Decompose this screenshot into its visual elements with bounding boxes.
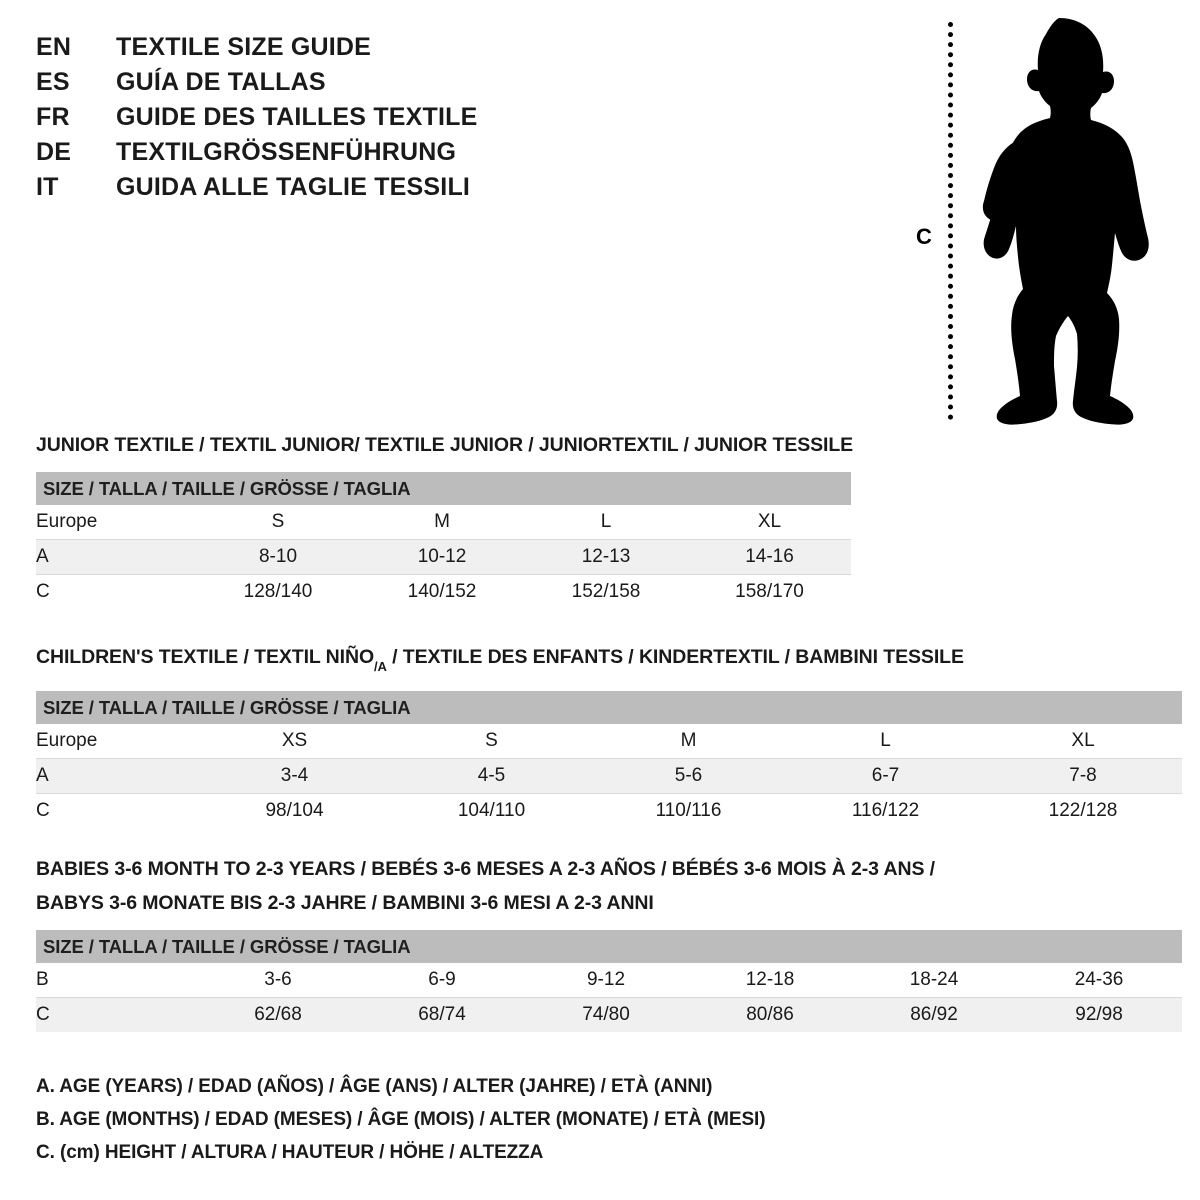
row-label: B [36,963,196,998]
table-band-label: SIZE / TALLA / TAILLE / GRÖSSE / TAGLIA [36,472,852,505]
table-cell: 128/140 [196,574,360,609]
table-cell: 158/170 [688,574,852,609]
table-cell: 80/86 [688,997,852,1032]
table-cell: 10-12 [360,539,524,575]
babies-size-table: SIZE / TALLA / TAILLE / GRÖSSE / TAGLIA … [36,930,1183,1032]
language-row: ES GUÍA DE TALLAS [36,65,596,100]
section-title-line-1: BABIES 3-6 MONTH TO 2-3 YEARS / BEBÉS 3-… [36,858,935,880]
row-label: Europe [36,505,196,540]
legend-block: A. AGE (YEARS) / EDAD (AÑOS) / ÂGE (ANS)… [36,1070,766,1169]
language-row: EN TEXTILE SIZE GUIDE [36,30,596,65]
language-code: EN [36,33,72,61]
table-band-label: SIZE / TALLA / TAILLE / GRÖSSE / TAGLIA [36,930,1183,963]
table-cell: 62/68 [196,997,360,1032]
childrens-size-table: SIZE / TALLA / TAILLE / GRÖSSE / TAGLIA … [36,690,1183,828]
row-label: C [36,792,196,828]
table-band-row: SIZE / TALLA / TAILLE / GRÖSSE / TAGLIA [36,690,1183,724]
language-row: IT GUIDA ALLE TAGLIE TESSILI [36,170,596,205]
section-title-pre: CHILDREN'S TEXTILE / TEXTIL NIÑO [36,646,375,668]
language-title: GUIDE DES TAILLES TEXTILE [116,103,478,131]
table-cell: 4-5 [393,757,590,794]
row-label: C [36,574,196,609]
table-cell: XL [984,723,1183,759]
table-cell: 152/158 [524,574,688,609]
table-cell: S [393,723,590,759]
table-cell: XS [196,723,393,759]
table-cell: 140/152 [360,574,524,609]
table-row: C 62/68 68/74 74/80 80/86 86/92 92/98 [36,997,1183,1032]
height-measurement-figure: C [900,8,1160,433]
table-cell: 14-16 [688,539,852,575]
row-label: A [36,757,196,794]
table-cell: L [524,505,688,540]
table-cell: 8-10 [196,539,360,575]
section-title-post: / TEXTILE DES ENFANTS / KINDERTEXTIL / B… [386,646,964,668]
table-cell: 98/104 [196,792,393,828]
height-measure-label: C [916,224,932,249]
table-cell: 104/110 [393,792,590,828]
table-cell: 116/122 [787,792,984,828]
section-junior-textile: JUNIOR TEXTILE / TEXTIL JUNIOR/ TEXTILE … [36,432,853,609]
row-label: Europe [36,723,196,759]
language-row: DE TEXTILGRÖSSENFÜHRUNG [36,135,596,170]
table-row: A 8-10 10-12 12-13 14-16 [36,539,852,575]
table-cell: 86/92 [852,997,1016,1032]
table-cell: 68/74 [360,997,524,1032]
table-cell: 92/98 [1016,997,1183,1032]
table-cell: 12-13 [524,539,688,575]
table-cell: 12-18 [688,963,852,998]
section-childrens-textile: CHILDREN'S TEXTILE / TEXTIL NIÑO/A / TEX… [36,644,1183,828]
table-row: C 128/140 140/152 152/158 158/170 [36,574,852,609]
language-title: GUIDA ALLE TAGLIE TESSILI [116,173,471,201]
legend-line-a: A. AGE (YEARS) / EDAD (AÑOS) / ÂGE (ANS)… [36,1076,713,1097]
section-title-line-2: BABYS 3-6 MONATE BIS 2-3 JAHRE / BAMBINI… [36,892,654,914]
table-row: Europe S M L XL [36,505,852,540]
language-code: DE [36,138,72,166]
dotted-height-line-icon [948,22,953,420]
table-cell: 6-7 [787,757,984,794]
row-label: C [36,997,196,1032]
table-cell: 3-4 [196,757,393,794]
table-band-row: SIZE / TALLA / TAILLE / GRÖSSE / TAGLIA [36,472,852,505]
table-cell: 3-6 [196,963,360,998]
table-cell: 24-36 [1016,963,1183,998]
language-title: TEXTILGRÖSSENFÜHRUNG [116,138,457,166]
table-cell: 6-9 [360,963,524,998]
language-code: FR [36,103,70,131]
section-title-subscript: /A [374,658,387,674]
table-cell: 110/116 [590,792,787,828]
section-title: CHILDREN'S TEXTILE / TEXTIL NIÑO/A / TEX… [36,644,1182,677]
table-cell: 7-8 [984,757,1183,794]
table-band-row: SIZE / TALLA / TAILLE / GRÖSSE / TAGLIA [36,930,1183,963]
section-title: JUNIOR TEXTILE / TEXTIL JUNIOR/ TEXTILE … [36,434,854,456]
table-cell: XL [688,505,852,540]
table-cell: 122/128 [984,792,1183,828]
table-row: B 3-6 6-9 9-12 12-18 18-24 24-36 [36,963,1183,998]
language-title-block: EN TEXTILE SIZE GUIDE ES GUÍA DE TALLAS … [36,30,596,205]
language-code: IT [36,173,59,201]
table-cell: M [590,723,787,759]
table-cell: 9-12 [524,963,688,998]
table-cell: L [787,723,984,759]
table-row: C 98/104 104/110 110/116 116/122 122/128 [36,792,1183,828]
table-cell: S [196,505,360,540]
table-row: Europe XS S M L XL [36,723,1183,759]
table-cell: 5-6 [590,757,787,794]
section-babies-textile: BABIES 3-6 MONTH TO 2-3 YEARS / BEBÉS 3-… [36,856,1183,1032]
table-cell: 18-24 [852,963,1016,998]
language-title: GUÍA DE TALLAS [116,68,326,96]
legend-line-b: B. AGE (MONTHS) / EDAD (MESES) / ÂGE (MO… [36,1109,766,1130]
junior-size-table: SIZE / TALLA / TAILLE / GRÖSSE / TAGLIA … [36,472,852,609]
legend-line-c: C. (cm) HEIGHT / ALTURA / HAUTEUR / HÖHE… [36,1142,544,1163]
language-code: ES [36,68,70,96]
row-label: A [36,539,196,575]
table-cell: M [360,505,524,540]
language-title: TEXTILE SIZE GUIDE [116,33,372,61]
language-row: FR GUIDE DES TAILLES TEXTILE [36,100,596,135]
toddler-silhouette-icon [982,18,1149,425]
table-band-label: SIZE / TALLA / TAILLE / GRÖSSE / TAGLIA [36,690,1183,724]
table-row: A 3-4 4-5 5-6 6-7 7-8 [36,757,1183,794]
table-cell: 74/80 [524,997,688,1032]
